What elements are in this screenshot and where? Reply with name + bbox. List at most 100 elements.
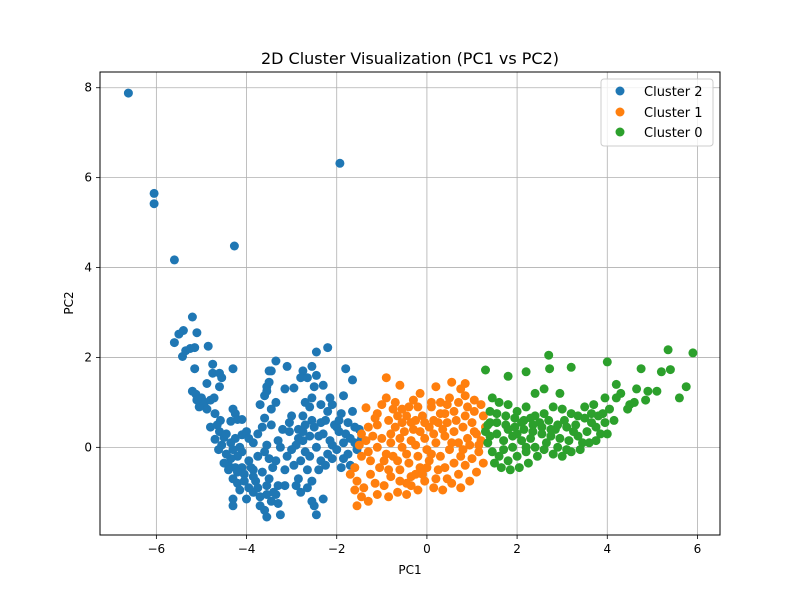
data-point-cluster-2 xyxy=(221,429,231,439)
data-point-cluster-1 xyxy=(404,458,414,468)
legend-box xyxy=(600,78,714,147)
data-point-cluster-1 xyxy=(361,436,371,446)
data-point-cluster-0 xyxy=(494,397,504,407)
data-point-cluster-0 xyxy=(544,415,554,425)
data-point-cluster-2 xyxy=(264,377,274,387)
data-point-cluster-2 xyxy=(273,499,283,508)
data-point-cluster-0 xyxy=(512,429,522,439)
data-point-cluster-2 xyxy=(343,449,353,459)
data-point-cluster-1 xyxy=(469,427,479,437)
legend-label-cluster-2: Cluster 2 xyxy=(644,85,703,100)
data-point-cluster-2 xyxy=(350,422,360,432)
data-point-cluster-0 xyxy=(600,393,610,403)
data-point-cluster-2 xyxy=(302,465,312,475)
data-point-cluster-2 xyxy=(266,496,276,506)
data-point-cluster-2 xyxy=(300,397,310,407)
data-point-cluster-1 xyxy=(395,433,405,443)
data-point-cluster-2 xyxy=(264,366,274,376)
data-point-cluster-1 xyxy=(395,476,405,486)
data-point-cluster-2 xyxy=(271,456,281,466)
data-point-cluster-0 xyxy=(656,367,666,377)
data-point-cluster-0 xyxy=(532,451,542,461)
data-point-cluster-1 xyxy=(386,429,396,439)
data-point-cluster-0 xyxy=(517,436,527,446)
data-point-cluster-1 xyxy=(449,406,459,416)
data-point-cluster-2 xyxy=(309,382,319,392)
data-point-cluster-2 xyxy=(255,501,265,511)
data-point-cluster-2 xyxy=(208,368,218,378)
data-point-cluster-1 xyxy=(438,424,448,434)
data-point-cluster-0 xyxy=(616,388,626,398)
data-point-cluster-1 xyxy=(449,427,459,437)
data-point-cluster-0 xyxy=(589,400,599,410)
data-point-cluster-2 xyxy=(341,364,351,374)
data-point-cluster-2 xyxy=(228,501,238,511)
data-point-cluster-2 xyxy=(280,384,290,394)
data-point-cluster-0 xyxy=(546,431,556,441)
data-point-cluster-0 xyxy=(566,362,576,372)
data-point-cluster-0 xyxy=(598,409,608,419)
data-point-cluster-1 xyxy=(393,456,403,466)
data-point-cluster-0 xyxy=(587,409,596,419)
data-point-cluster-1 xyxy=(469,395,479,405)
data-point-cluster-2 xyxy=(307,496,317,506)
data-point-cluster-2 xyxy=(271,397,281,407)
data-point-cluster-0 xyxy=(566,409,576,419)
data-point-cluster-1 xyxy=(352,476,362,486)
x-tick-label: −6 xyxy=(148,542,166,556)
data-point-cluster-0 xyxy=(487,447,497,457)
data-point-cluster-1 xyxy=(445,445,454,455)
data-point-cluster-1 xyxy=(433,418,443,428)
data-point-cluster-0 xyxy=(602,429,612,439)
data-point-cluster-1 xyxy=(467,418,477,428)
data-point-cluster-2 xyxy=(228,494,238,504)
data-point-cluster-0 xyxy=(519,415,529,425)
data-point-cluster-2 xyxy=(305,431,315,441)
data-point-cluster-0 xyxy=(564,436,574,446)
data-point-cluster-2 xyxy=(202,379,212,388)
data-point-cluster-2 xyxy=(242,494,251,504)
data-point-cluster-2 xyxy=(192,395,202,405)
data-point-cluster-2 xyxy=(332,445,342,455)
data-point-cluster-0 xyxy=(600,418,610,428)
data-point-cluster-2 xyxy=(260,413,270,423)
data-point-cluster-2 xyxy=(248,472,258,482)
data-point-cluster-1 xyxy=(415,388,425,398)
data-point-cluster-2 xyxy=(228,445,238,455)
data-point-cluster-2 xyxy=(335,158,345,168)
data-point-cluster-1 xyxy=(393,487,403,497)
data-point-cluster-1 xyxy=(449,458,459,468)
data-point-cluster-0 xyxy=(611,379,621,389)
data-point-cluster-2 xyxy=(217,373,227,383)
data-point-cluster-2 xyxy=(169,338,179,348)
data-point-cluster-2 xyxy=(264,454,274,464)
legend-marker-cluster-1 xyxy=(615,107,625,117)
data-point-cluster-0 xyxy=(503,456,513,466)
data-point-cluster-0 xyxy=(526,433,536,443)
data-point-cluster-0 xyxy=(530,388,540,398)
data-point-cluster-2 xyxy=(202,404,212,414)
legend-label-cluster-0: Cluster 0 xyxy=(644,126,703,141)
data-point-cluster-1 xyxy=(420,418,430,428)
x-axis-label: PC1 xyxy=(398,563,421,577)
data-point-cluster-2 xyxy=(289,383,299,393)
data-point-cluster-0 xyxy=(591,436,601,446)
data-point-cluster-2 xyxy=(291,481,301,491)
data-point-cluster-1 xyxy=(465,476,475,486)
data-point-cluster-2 xyxy=(123,88,133,98)
data-point-cluster-1 xyxy=(350,485,360,495)
data-point-cluster-0 xyxy=(530,442,540,452)
data-point-cluster-0 xyxy=(512,451,522,461)
data-point-cluster-1 xyxy=(381,393,391,403)
data-point-cluster-2 xyxy=(289,460,299,470)
data-point-cluster-1 xyxy=(352,501,362,511)
data-point-cluster-2 xyxy=(235,485,245,495)
data-point-cluster-1 xyxy=(458,445,468,455)
data-point-cluster-2 xyxy=(305,451,315,461)
data-point-cluster-2 xyxy=(298,411,308,421)
data-points xyxy=(123,88,698,522)
data-point-cluster-0 xyxy=(688,348,698,358)
data-point-cluster-1 xyxy=(426,397,436,407)
data-point-cluster-2 xyxy=(287,411,297,421)
data-point-cluster-0 xyxy=(575,445,585,455)
